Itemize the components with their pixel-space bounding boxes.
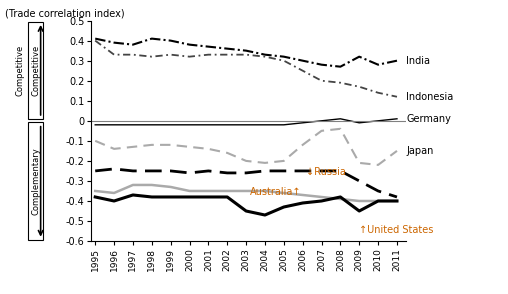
Text: Indonesia: Indonesia — [406, 92, 454, 102]
Text: Competitive: Competitive — [31, 45, 40, 96]
Text: Competitive: Competitive — [16, 45, 25, 96]
Text: (Trade correlation index): (Trade correlation index) — [5, 9, 124, 19]
Text: Germany: Germany — [406, 114, 451, 124]
Text: Complementary: Complementary — [31, 147, 40, 215]
Text: Australia↑: Australia↑ — [250, 187, 301, 197]
Text: India: India — [406, 56, 430, 66]
Text: ↓Russia: ↓Russia — [306, 167, 346, 177]
Text: Japan: Japan — [406, 146, 434, 156]
Text: ↑United States: ↑United States — [359, 225, 434, 235]
